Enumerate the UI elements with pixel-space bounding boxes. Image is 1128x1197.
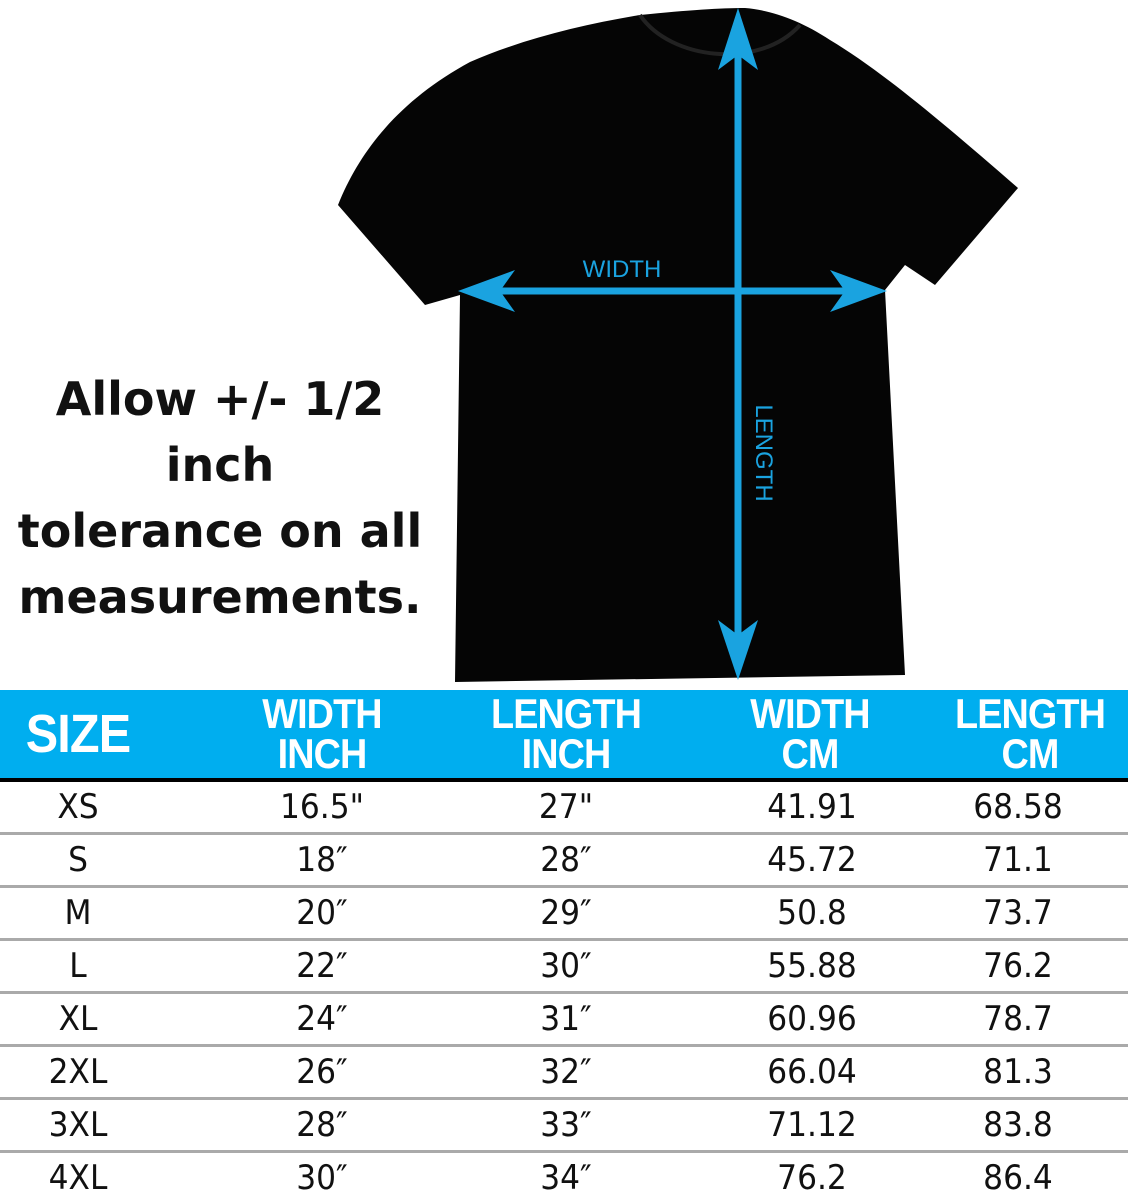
- column-header: WIDTH CM: [702, 690, 918, 778]
- column-header-text: LENGTH INCH: [491, 690, 642, 777]
- table-row: S 18″ 28″ 45.72 71.1: [0, 835, 1128, 888]
- table-cell: 22″: [296, 946, 348, 986]
- table-cell: 78.7: [983, 999, 1053, 1039]
- table-cell: 2XL: [48, 1052, 108, 1092]
- table-cell: 31″: [540, 999, 592, 1039]
- header-text: WIDTH: [262, 690, 382, 737]
- table-cell: 20″: [296, 893, 348, 933]
- tshirt-shape: [338, 8, 1018, 682]
- table-cell: 28″: [540, 840, 592, 880]
- table-cell: 32″: [540, 1052, 592, 1092]
- length-arrow: [718, 8, 758, 680]
- column-header: SIZE: [0, 690, 186, 778]
- width-arrow: [458, 270, 887, 312]
- table-cell: 18″: [296, 840, 348, 880]
- table-cell: 66.04: [767, 1052, 857, 1092]
- note-line: tolerance on all: [17, 504, 423, 558]
- table-cell: 30″: [296, 1158, 348, 1197]
- table-row: L 22″ 30″ 55.88 76.2: [0, 941, 1128, 994]
- table-cell: 3XL: [48, 1105, 108, 1145]
- column-header: LENGTH CM: [922, 690, 1128, 778]
- header-text: LENGTH: [955, 690, 1106, 737]
- table-header: SIZE WIDTH INCH LENGTH INCH WIDTH CM LENGTH CM: [0, 690, 1128, 782]
- table-cell: 76.2: [983, 946, 1053, 986]
- table-cell: 4XL: [48, 1158, 108, 1197]
- table-row: 2XL 26″ 32″ 66.04 81.3: [0, 1047, 1128, 1100]
- tolerance-note: Allow +/- 1/2 inch tolerance on all meas…: [0, 366, 440, 630]
- column-header-text: SIZE: [25, 704, 131, 764]
- column-header: WIDTH INCH: [214, 690, 430, 778]
- length-label: LENGTH: [750, 404, 777, 501]
- table-cell: 41.91: [767, 787, 857, 827]
- table-cell: 76.2: [777, 1158, 847, 1197]
- column-header-text: WIDTH INCH: [262, 690, 382, 777]
- header-text: CM: [1001, 730, 1059, 777]
- table-cell: 29″: [540, 893, 592, 933]
- note-line: Allow +/- 1/2 inch: [55, 372, 385, 492]
- table-row: XL 24″ 31″ 60.96 78.7: [0, 994, 1128, 1047]
- table-cell: 55.88: [767, 946, 857, 986]
- tshirt-diagram: WIDTH LENGTH: [338, 8, 1018, 682]
- table-cell: 50.8: [777, 893, 847, 933]
- table-row: XS 16.5" 27" 41.91 68.58: [0, 782, 1128, 835]
- table-cell: 71.1: [983, 840, 1053, 880]
- table-cell: 28″: [296, 1105, 348, 1145]
- table-cell: 86.4: [983, 1158, 1053, 1197]
- table-cell: 27": [538, 787, 594, 827]
- table-cell: 45.72: [767, 840, 857, 880]
- table-cell: 73.7: [983, 893, 1053, 933]
- table-row: 4XL 30″ 34″ 76.2 86.4: [0, 1153, 1128, 1197]
- table-row: 3XL 28″ 33″ 71.12 83.8: [0, 1100, 1128, 1153]
- table-cell: 30″: [540, 946, 592, 986]
- width-label: WIDTH: [583, 256, 662, 283]
- column-header-text: WIDTH CM: [750, 690, 870, 777]
- header-text: WIDTH: [750, 690, 870, 737]
- table-cell: 68.58: [973, 787, 1063, 827]
- table-cell: XL: [58, 999, 98, 1039]
- table-cell: XS: [57, 787, 99, 827]
- table-cell: 81.3: [983, 1052, 1053, 1092]
- note-line: measurements.: [18, 570, 422, 624]
- table-cell: 16.5": [279, 787, 365, 827]
- table-cell: 71.12: [767, 1105, 857, 1145]
- header-text: LENGTH: [491, 690, 642, 737]
- table-cell: 33″: [540, 1105, 592, 1145]
- header-text: CM: [781, 730, 839, 777]
- table-cell: 26″: [296, 1052, 348, 1092]
- table-cell: 60.96: [767, 999, 857, 1039]
- header-text: INCH: [521, 730, 612, 777]
- header-text: INCH: [277, 730, 368, 777]
- table-cell: L: [69, 946, 87, 986]
- column-header-text: LENGTH CM: [955, 690, 1106, 777]
- column-header: LENGTH INCH: [458, 690, 674, 778]
- table-row: M 20″ 29″ 50.8 73.7: [0, 888, 1128, 941]
- table-cell: 24″: [296, 999, 348, 1039]
- table-cell: M: [64, 893, 92, 933]
- table-cell: S: [68, 840, 88, 880]
- collar: [638, 13, 802, 57]
- header-text: SIZE: [25, 704, 131, 764]
- table-cell: 83.8: [983, 1105, 1053, 1145]
- table-cell: 34″: [540, 1158, 592, 1197]
